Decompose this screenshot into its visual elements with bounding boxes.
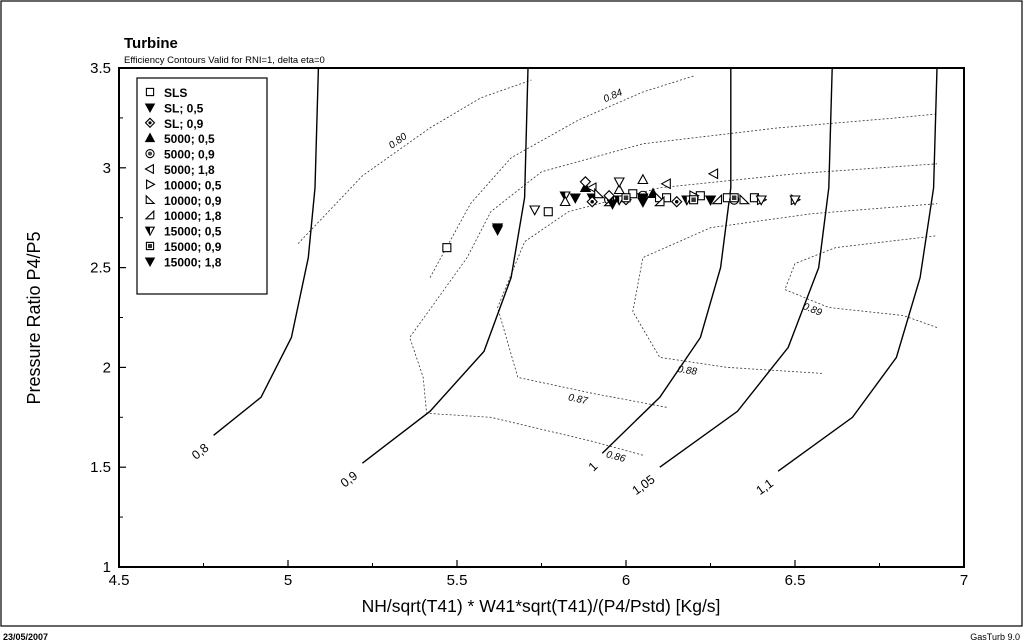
data-point-triangle-down	[613, 177, 625, 188]
data-point-diamond	[579, 176, 592, 188]
legend-label: 5000; 0,5	[164, 132, 215, 146]
data-point-10000-0-9	[594, 187, 605, 199]
data-point-10000-1-8	[711, 193, 723, 205]
data-point-triangle-up	[613, 183, 625, 195]
efficiency-contour-label: 0.88	[677, 364, 698, 378]
legend-marker-sls	[145, 87, 155, 97]
legend-marker-5000-0-5	[144, 132, 156, 143]
outer-frame	[0, 0, 1023, 627]
speed-line-1	[601, 68, 732, 454]
data-point-sl-0-9	[586, 195, 598, 208]
legend-label: 5000; 1,8	[164, 163, 215, 177]
legend-label: SL; 0,5	[164, 101, 204, 115]
data-point-sl-0-9	[670, 195, 683, 208]
chart-title: Turbine	[124, 35, 178, 52]
legend-marker-15000-1-8	[144, 257, 156, 268]
legend-marker-10000-0-9	[145, 194, 156, 204]
data-point-triangle-up	[559, 195, 571, 207]
legend-marker-15000-0-9	[145, 241, 155, 251]
y-axis-label: Pressure Ratio P4/P5	[24, 231, 44, 404]
efficiency-contour-0-89	[784, 235, 938, 328]
legend-marker-10000-1-8	[144, 209, 155, 220]
footer-date: 23/05/2007	[3, 632, 48, 642]
data-point-triangle-down	[529, 205, 541, 216]
legend-label: 10000; 0,9	[164, 194, 222, 208]
data-point-15000-1-8	[704, 195, 717, 206]
data-point-diamond	[603, 189, 615, 202]
efficiency-contour-label: 0.87	[567, 392, 589, 407]
y-tick-label: 3.5	[90, 60, 111, 77]
efficiency-contour-0-87	[497, 163, 938, 408]
y-tick-label: 3	[103, 160, 111, 177]
efficiency-contour-0-86	[409, 113, 938, 456]
y-tick-label: 1.5	[90, 459, 111, 476]
axis-ticks: 4.5 5 5.5 6 6.5 7 1 1.5 2 2.5 3 3.5	[90, 60, 968, 589]
efficiency-contour-0-84	[429, 75, 694, 278]
x-tick-label: 6	[622, 572, 630, 589]
legend-marker-sl-0-5	[144, 103, 156, 114]
data-point-15000-1-8	[606, 199, 619, 210]
speed-line-0-9	[361, 67, 529, 464]
efficiency-contour-0-80	[297, 79, 532, 244]
legend-marker-5000-1-8	[144, 163, 154, 175]
data-point-15000-1-8	[491, 223, 504, 234]
data-point-10000-1-8	[653, 195, 665, 207]
legend-label: 15000; 1,8	[164, 255, 222, 269]
data-point-sls	[442, 243, 452, 253]
legend-label: 5000; 0,9	[164, 148, 215, 162]
legend-label: 10000; 0,5	[164, 178, 222, 192]
data-point-5000-1-8	[707, 168, 719, 180]
data-point-15000-0-9	[689, 195, 699, 205]
x-tick-label: 6.5	[785, 572, 806, 589]
data-point-triangle-up	[637, 173, 649, 185]
legend-marker-5000-0-9	[145, 149, 155, 159]
y-tick-label: 1	[103, 559, 111, 576]
data-point-10000-0-9	[739, 193, 751, 205]
legend-marker-sl-0-9	[144, 117, 156, 129]
legend-label: SL; 0,9	[164, 117, 204, 131]
legend-label: 15000; 0,5	[164, 225, 222, 239]
x-tick-label: 7	[960, 572, 968, 589]
data-point-triangle-down	[789, 195, 801, 206]
data-point-15000-0-9	[729, 193, 739, 203]
data-point-15000-0-9	[621, 193, 631, 203]
legend-label: 15000; 0,9	[164, 240, 222, 254]
legend-label: 10000; 1,8	[164, 209, 222, 223]
data-point-5000-1-8	[660, 178, 671, 190]
x-tick-label: 5.5	[447, 572, 468, 589]
y-tick-label: 2.5	[90, 260, 111, 277]
data-point-triangle-down	[755, 195, 767, 206]
data-point-5000-1-8	[586, 182, 597, 194]
legend-marker-15000-0-5	[144, 226, 156, 237]
data-point-sls	[543, 207, 553, 217]
y-tick-label: 2	[103, 359, 111, 376]
chart-subtitle: Efficiency Contours Valid for RNI=1, del…	[124, 55, 325, 66]
x-tick-label: 5	[284, 572, 292, 589]
speed-line-1-1	[777, 67, 938, 472]
x-axis-label: NH/sqrt(T41) * W41*sqrt(T41)/(P4/Pstd) […	[362, 596, 721, 616]
data-point-15000-1-8	[569, 193, 581, 204]
data-points	[442, 168, 802, 253]
efficiency-contour-label: 0.86	[605, 449, 627, 465]
legend-label: SLS	[164, 86, 187, 100]
speed-line-0-8	[213, 67, 320, 436]
x-tick-label: 4.5	[109, 572, 130, 589]
legend-box	[136, 77, 268, 295]
legend-marker-10000-0-5	[146, 179, 156, 190]
footer-software: GasTurb 9.0	[970, 632, 1020, 642]
data-point-15000-1-8	[637, 193, 649, 204]
speed-line-1-05	[659, 67, 833, 468]
data-point-sls	[662, 193, 672, 203]
